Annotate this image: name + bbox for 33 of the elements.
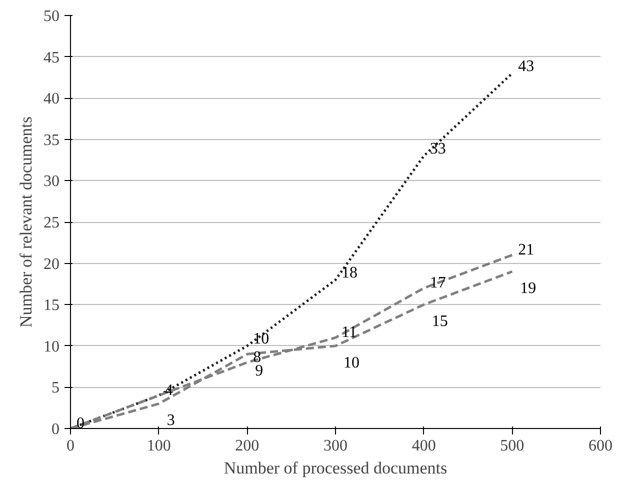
data-label: 0 <box>76 415 84 432</box>
x-tick-label: 200 <box>235 438 260 454</box>
y-tick-label: 30 <box>44 173 60 190</box>
data-label: 33 <box>430 140 446 158</box>
data-label: 15 <box>432 313 448 330</box>
data-label: 17 <box>430 274 446 292</box>
data-label: 11 <box>342 324 357 342</box>
x-axis-title: Number of processed documents <box>224 458 448 478</box>
y-tick-label: 5 <box>52 380 60 397</box>
x-tick-label: 500 <box>500 438 524 454</box>
x-tick-label: 400 <box>412 438 436 454</box>
data-label: 21 <box>518 242 534 259</box>
y-tick-label: 25 <box>44 214 60 232</box>
x-tick-label: 600 <box>588 438 612 454</box>
data-label: 3 <box>166 412 175 430</box>
y-tick-label: 15 <box>44 297 60 314</box>
y-tick-label: 45 <box>44 49 60 66</box>
x-tick-label: 0 <box>66 438 74 454</box>
x-tick-label: 100 <box>146 438 171 454</box>
data-label: 4 <box>164 382 173 399</box>
y-tick-label: 20 <box>44 256 60 273</box>
data-label: 43 <box>518 58 534 75</box>
y-tick-label: 10 <box>44 338 60 356</box>
y-tick-label: 35 <box>44 132 60 149</box>
y-axis-title: Number of relevant documents <box>16 116 36 328</box>
x-tick-label: 300 <box>324 438 348 454</box>
data-label: 18 <box>342 264 358 282</box>
y-tick-label: 40 <box>44 90 60 108</box>
data-label: 10 <box>253 330 270 348</box>
data-label: 19 <box>520 280 536 298</box>
data-label: 10 <box>344 354 360 372</box>
y-tick-label: 50 <box>44 8 60 25</box>
y-tick-label: 0 <box>52 421 60 438</box>
